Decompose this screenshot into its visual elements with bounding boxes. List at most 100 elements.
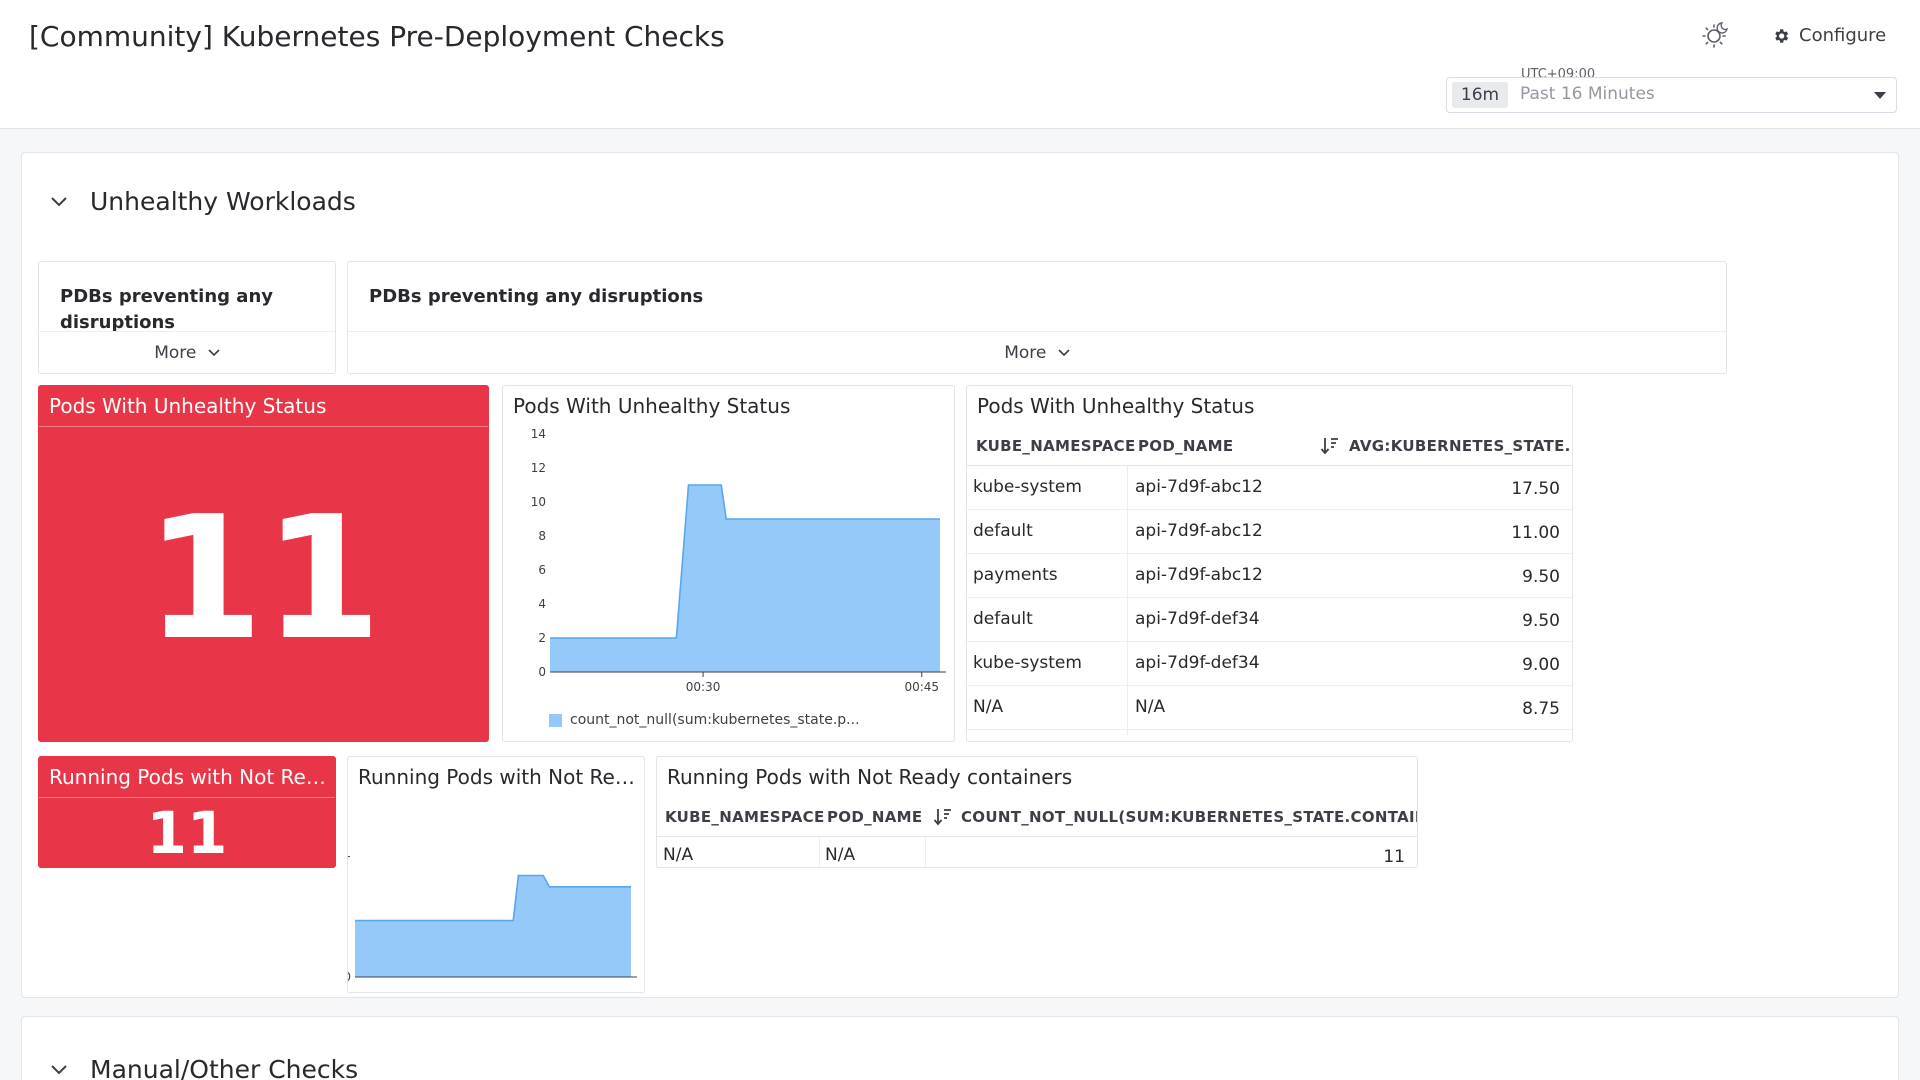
more-button[interactable]: More <box>39 331 335 373</box>
area-chart[interactable]: 0 2 4 6 8 10 12 14 00:30 00:45 <box>503 386 955 742</box>
column-header-pod-name[interactable]: POD_NAME <box>827 808 923 826</box>
value-cell: 9.50 <box>1522 611 1560 631</box>
configure-button[interactable]: Configure <box>1772 25 1886 46</box>
pod-name-cell: api-7d9f-abc12 <box>1135 521 1263 541</box>
legend-label: count_not_null(sum:kubernetes_state.p... <box>570 712 860 728</box>
pod-name-cell: api-7d9f-abc12 <box>1135 477 1263 497</box>
query-value-widget[interactable]: Running Pods with Not Rea... 11 <box>38 756 336 868</box>
dashboard-title: [Community] Kubernetes Pre-Deployment Ch… <box>29 20 725 53</box>
column-divider <box>1127 466 1128 735</box>
more-label: More <box>154 343 197 363</box>
widget-title: Running Pods with Not Ready containers <box>667 765 1073 789</box>
dashboard-header: [Community] Kubernetes Pre-Deployment Ch… <box>0 0 1920 129</box>
column-header-value[interactable]: AVG:KUBERNETES_STATE.PO... <box>1349 437 1572 455</box>
pod-name-cell: api-7d9f-def34 <box>1135 609 1260 629</box>
table-header: KUBE_NAMESPACE POD_NAME AVG:KUBERNETES_S… <box>967 426 1572 466</box>
chevron-down-icon <box>1058 349 1070 357</box>
y-tick-label: 0 <box>538 665 546 679</box>
data-table: KUBE_NAMESPACE POD_NAME COUNT_NOT_NULL(S… <box>657 797 1417 867</box>
namespace-cell: payments <box>973 565 1058 585</box>
pod-name-cell: N/A <box>825 845 856 865</box>
chevron-down-icon <box>51 1064 67 1074</box>
value-cell: 9.50 <box>1522 567 1560 587</box>
y-tick-label: 12 <box>531 461 546 475</box>
chevron-down-icon <box>208 349 220 357</box>
value-cell: 11.00 <box>1511 523 1560 543</box>
theme-toggle-button[interactable] <box>1700 20 1730 50</box>
series-line <box>550 484 940 639</box>
query-value: 11 <box>146 799 228 867</box>
sort-descending-icon[interactable] <box>933 807 953 827</box>
legend-swatch <box>549 713 562 727</box>
namespace-cell: kube-system <box>973 653 1082 673</box>
y-tick-label: 0 <box>348 970 351 984</box>
caret-down-icon <box>1874 92 1886 99</box>
y-tick-label: 6 <box>538 563 546 577</box>
time-range-badge: 16m <box>1452 82 1508 108</box>
widget-divider <box>39 797 335 798</box>
x-tick-label: 00:30 <box>686 680 721 694</box>
table-row[interactable]: kube-system api-7d9f-def34 9.00 <box>967 642 1572 686</box>
timeseries-widget[interactable]: Running Pods with Not Rea... 011 <box>347 756 645 993</box>
y-tick-label: 14 <box>531 427 546 441</box>
query-value: 11 <box>145 480 382 678</box>
namespace-cell: N/A <box>973 697 1004 717</box>
table-row[interactable]: kube-system api-7d9f-abc12 17.50 <box>967 466 1572 510</box>
query-value-widget[interactable]: Pods With Unhealthy Status 11 <box>38 385 489 742</box>
y-tick-label: 8 <box>538 529 546 543</box>
note-widget: PDBs preventing any disruptions More <box>38 261 336 374</box>
pod-name-cell: N/A <box>1135 697 1166 717</box>
group-title: Unhealthy Workloads <box>90 187 356 216</box>
value-cell: 11 <box>1383 847 1405 867</box>
namespace-cell: N/A <box>663 845 694 865</box>
widget-title: Pods With Unhealthy Status <box>49 394 327 418</box>
widget-title: Running Pods with Not Rea... <box>49 765 331 789</box>
namespace-cell: default <box>973 609 1033 629</box>
value-cell: 17.50 <box>1511 479 1560 499</box>
time-range-label: Past 16 Minutes <box>1520 84 1655 104</box>
column-header-pod-name[interactable]: POD_NAME <box>1138 437 1234 455</box>
chevron-down-icon <box>51 196 67 206</box>
configure-label: Configure <box>1799 25 1887 46</box>
table-row[interactable]: payments api-7d9f-abc12 9.50 <box>967 554 1572 598</box>
group-manual-other-checks: Manual/Other Checks <box>21 1016 1899 1080</box>
group-toggle[interactable]: Unhealthy Workloads <box>50 187 356 216</box>
namespace-cell: default <box>973 521 1033 541</box>
pod-name-cell: api-7d9f-def34 <box>1135 653 1260 673</box>
table-row[interactable]: N/A N/A 8.75 <box>967 686 1572 730</box>
y-tick-label: 11 <box>348 846 351 860</box>
pod-name-cell: api-7d9f-abc12 <box>1135 565 1263 585</box>
group-title: Manual/Other Checks <box>90 1055 359 1080</box>
column-divider <box>819 837 820 867</box>
value-cell: 9.00 <box>1522 655 1560 675</box>
note-title: PDBs preventing any disruptions <box>369 286 704 307</box>
sort-descending-icon[interactable] <box>1320 436 1340 456</box>
column-header-namespace[interactable]: KUBE_NAMESPACE <box>665 808 825 826</box>
table-row[interactable]: N/A N/A 11 <box>657 837 1417 867</box>
series-line <box>355 874 631 922</box>
column-header-namespace[interactable]: KUBE_NAMESPACE <box>976 437 1136 455</box>
area-chart[interactable]: 0 11 <box>348 757 645 993</box>
y-tick-label: 4 <box>538 597 546 611</box>
table-row[interactable]: default api-7d9f-def34 9.50 <box>967 598 1572 642</box>
sun-moon-icon <box>1702 22 1728 48</box>
more-button[interactable]: More <box>348 331 1726 373</box>
table-widget: Pods With Unhealthy Status KUBE_NAMESPAC… <box>966 385 1573 742</box>
table-header: KUBE_NAMESPACE POD_NAME COUNT_NOT_NULL(S… <box>657 797 1417 837</box>
widget-title: Pods With Unhealthy Status <box>977 394 1255 418</box>
more-label: More <box>1004 343 1047 363</box>
value-cell: 8.75 <box>1522 699 1560 719</box>
table-row[interactable]: default api-7d9f-abc12 11.00 <box>967 510 1572 554</box>
series-area <box>550 485 940 672</box>
series-area <box>355 875 631 977</box>
chart-legend-item[interactable]: count_not_null(sum:kubernetes_state.p... <box>549 712 860 728</box>
group-toggle[interactable]: Manual/Other Checks <box>50 1055 358 1080</box>
column-header-value[interactable]: COUNT_NOT_NULL(SUM:KUBERNETES_STATE.CONT… <box>961 808 1418 826</box>
table-widget: Running Pods with Not Ready containers K… <box>656 756 1418 868</box>
time-range-picker[interactable]: 16m Past 16 Minutes <box>1446 77 1897 113</box>
y-tick-label: 10 <box>531 495 546 509</box>
widget-divider <box>39 426 488 427</box>
data-table: KUBE_NAMESPACE POD_NAME AVG:KUBERNETES_S… <box>967 426 1572 741</box>
timeseries-widget[interactable]: Pods With Unhealthy Status 0 2 4 6 8 10 12 14 00… <box>502 385 955 742</box>
x-tick-label: 00:45 <box>904 680 939 694</box>
